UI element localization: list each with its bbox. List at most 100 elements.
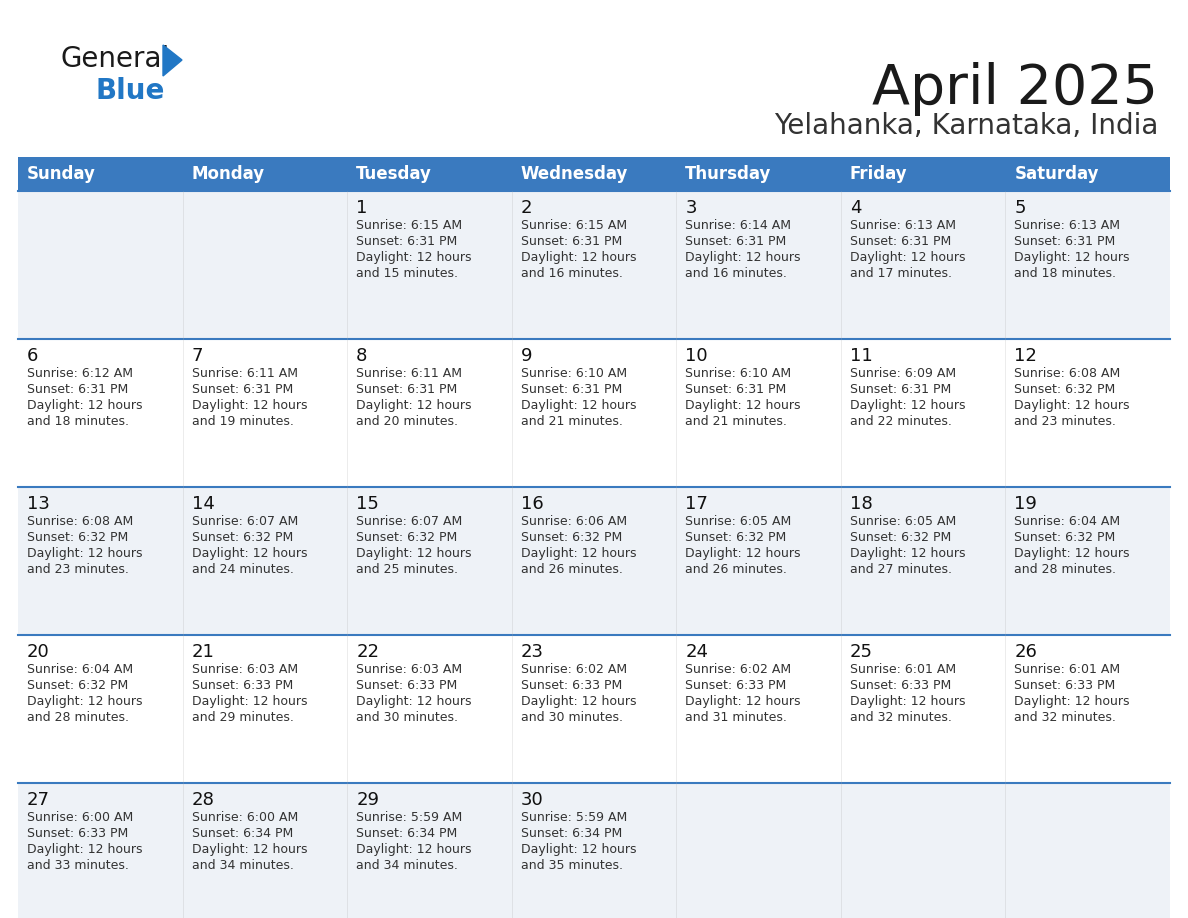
Text: Daylight: 12 hours: Daylight: 12 hours: [520, 695, 637, 708]
Text: Daylight: 12 hours: Daylight: 12 hours: [849, 547, 966, 560]
Text: Sunrise: 6:11 AM: Sunrise: 6:11 AM: [356, 367, 462, 380]
Text: 12: 12: [1015, 347, 1037, 365]
Text: Daylight: 12 hours: Daylight: 12 hours: [191, 547, 307, 560]
Text: Sunset: 6:32 PM: Sunset: 6:32 PM: [356, 531, 457, 544]
Text: 2: 2: [520, 199, 532, 217]
Text: and 23 minutes.: and 23 minutes.: [27, 563, 128, 576]
Text: and 30 minutes.: and 30 minutes.: [356, 711, 459, 724]
Text: Wednesday: Wednesday: [520, 165, 628, 183]
Text: and 20 minutes.: and 20 minutes.: [356, 415, 459, 428]
Text: Sunday: Sunday: [27, 165, 96, 183]
Text: Sunset: 6:31 PM: Sunset: 6:31 PM: [849, 235, 952, 248]
Text: Sunset: 6:31 PM: Sunset: 6:31 PM: [685, 235, 786, 248]
Text: 3: 3: [685, 199, 697, 217]
Text: Daylight: 12 hours: Daylight: 12 hours: [356, 399, 472, 412]
Text: Daylight: 12 hours: Daylight: 12 hours: [685, 399, 801, 412]
Text: and 24 minutes.: and 24 minutes.: [191, 563, 293, 576]
Text: Sunset: 6:31 PM: Sunset: 6:31 PM: [685, 383, 786, 396]
Text: and 18 minutes.: and 18 minutes.: [27, 415, 129, 428]
Text: and 15 minutes.: and 15 minutes.: [356, 267, 459, 280]
Text: April 2025: April 2025: [872, 62, 1158, 116]
Text: 29: 29: [356, 791, 379, 809]
Text: Sunset: 6:32 PM: Sunset: 6:32 PM: [191, 531, 292, 544]
Text: Sunrise: 6:00 AM: Sunrise: 6:00 AM: [27, 811, 133, 824]
Text: Sunrise: 6:12 AM: Sunrise: 6:12 AM: [27, 367, 133, 380]
Bar: [18, 487, 1170, 635]
Text: Sunrise: 6:07 AM: Sunrise: 6:07 AM: [191, 515, 298, 528]
Text: Sunrise: 6:05 AM: Sunrise: 6:05 AM: [685, 515, 791, 528]
Text: Daylight: 12 hours: Daylight: 12 hours: [849, 251, 966, 264]
Text: 26: 26: [1015, 643, 1037, 661]
Text: and 32 minutes.: and 32 minutes.: [849, 711, 952, 724]
Text: Blue: Blue: [95, 77, 164, 105]
Text: Daylight: 12 hours: Daylight: 12 hours: [27, 843, 143, 856]
Bar: [18, 191, 1170, 339]
Bar: [18, 339, 1170, 487]
Text: Sunrise: 6:03 AM: Sunrise: 6:03 AM: [191, 663, 298, 676]
Bar: [18, 157, 1170, 191]
Text: and 33 minutes.: and 33 minutes.: [27, 859, 128, 872]
Text: 27: 27: [27, 791, 50, 809]
Text: Sunset: 6:33 PM: Sunset: 6:33 PM: [27, 827, 128, 840]
Text: and 21 minutes.: and 21 minutes.: [685, 415, 788, 428]
Text: 23: 23: [520, 643, 544, 661]
Text: Daylight: 12 hours: Daylight: 12 hours: [1015, 399, 1130, 412]
Text: Daylight: 12 hours: Daylight: 12 hours: [520, 547, 637, 560]
Text: Sunset: 6:32 PM: Sunset: 6:32 PM: [1015, 531, 1116, 544]
Text: and 34 minutes.: and 34 minutes.: [191, 859, 293, 872]
Text: and 23 minutes.: and 23 minutes.: [1015, 415, 1117, 428]
Text: Sunrise: 6:10 AM: Sunrise: 6:10 AM: [520, 367, 627, 380]
Text: Sunrise: 6:08 AM: Sunrise: 6:08 AM: [27, 515, 133, 528]
Text: 28: 28: [191, 791, 215, 809]
Text: and 22 minutes.: and 22 minutes.: [849, 415, 952, 428]
Text: Tuesday: Tuesday: [356, 165, 432, 183]
Text: Sunrise: 6:04 AM: Sunrise: 6:04 AM: [1015, 515, 1120, 528]
Text: Yelahanka, Karnataka, India: Yelahanka, Karnataka, India: [773, 112, 1158, 140]
Text: Sunset: 6:31 PM: Sunset: 6:31 PM: [191, 383, 292, 396]
Text: 7: 7: [191, 347, 203, 365]
Text: 20: 20: [27, 643, 50, 661]
Text: and 19 minutes.: and 19 minutes.: [191, 415, 293, 428]
Text: Sunrise: 6:02 AM: Sunrise: 6:02 AM: [685, 663, 791, 676]
Text: Sunset: 6:32 PM: Sunset: 6:32 PM: [685, 531, 786, 544]
Text: Sunrise: 6:00 AM: Sunrise: 6:00 AM: [191, 811, 298, 824]
Text: Sunrise: 6:02 AM: Sunrise: 6:02 AM: [520, 663, 627, 676]
Text: Sunrise: 6:10 AM: Sunrise: 6:10 AM: [685, 367, 791, 380]
Text: Daylight: 12 hours: Daylight: 12 hours: [1015, 547, 1130, 560]
Text: 24: 24: [685, 643, 708, 661]
Text: 5: 5: [1015, 199, 1026, 217]
Text: 15: 15: [356, 495, 379, 513]
Text: Daylight: 12 hours: Daylight: 12 hours: [191, 399, 307, 412]
Text: and 25 minutes.: and 25 minutes.: [356, 563, 459, 576]
Text: Sunset: 6:33 PM: Sunset: 6:33 PM: [520, 679, 623, 692]
Text: 9: 9: [520, 347, 532, 365]
Text: 8: 8: [356, 347, 367, 365]
Text: Sunrise: 6:09 AM: Sunrise: 6:09 AM: [849, 367, 956, 380]
Text: 19: 19: [1015, 495, 1037, 513]
Text: Daylight: 12 hours: Daylight: 12 hours: [685, 695, 801, 708]
Text: Daylight: 12 hours: Daylight: 12 hours: [1015, 251, 1130, 264]
Text: and 31 minutes.: and 31 minutes.: [685, 711, 788, 724]
Text: Daylight: 12 hours: Daylight: 12 hours: [849, 695, 966, 708]
Bar: [18, 783, 1170, 918]
Text: Daylight: 12 hours: Daylight: 12 hours: [27, 695, 143, 708]
Text: Sunrise: 6:11 AM: Sunrise: 6:11 AM: [191, 367, 297, 380]
Text: Sunrise: 5:59 AM: Sunrise: 5:59 AM: [520, 811, 627, 824]
Text: and 16 minutes.: and 16 minutes.: [685, 267, 788, 280]
Text: 17: 17: [685, 495, 708, 513]
Text: Daylight: 12 hours: Daylight: 12 hours: [27, 547, 143, 560]
Text: Sunrise: 6:15 AM: Sunrise: 6:15 AM: [520, 219, 627, 232]
Text: 21: 21: [191, 643, 215, 661]
Text: Sunset: 6:33 PM: Sunset: 6:33 PM: [356, 679, 457, 692]
Text: and 35 minutes.: and 35 minutes.: [520, 859, 623, 872]
Text: Daylight: 12 hours: Daylight: 12 hours: [356, 547, 472, 560]
Text: 10: 10: [685, 347, 708, 365]
Text: 1: 1: [356, 199, 367, 217]
Text: Sunset: 6:33 PM: Sunset: 6:33 PM: [685, 679, 786, 692]
Text: Daylight: 12 hours: Daylight: 12 hours: [191, 695, 307, 708]
Text: Daylight: 12 hours: Daylight: 12 hours: [356, 695, 472, 708]
Bar: [18, 635, 1170, 783]
Text: Sunset: 6:33 PM: Sunset: 6:33 PM: [191, 679, 292, 692]
Text: Daylight: 12 hours: Daylight: 12 hours: [191, 843, 307, 856]
Text: and 34 minutes.: and 34 minutes.: [356, 859, 459, 872]
